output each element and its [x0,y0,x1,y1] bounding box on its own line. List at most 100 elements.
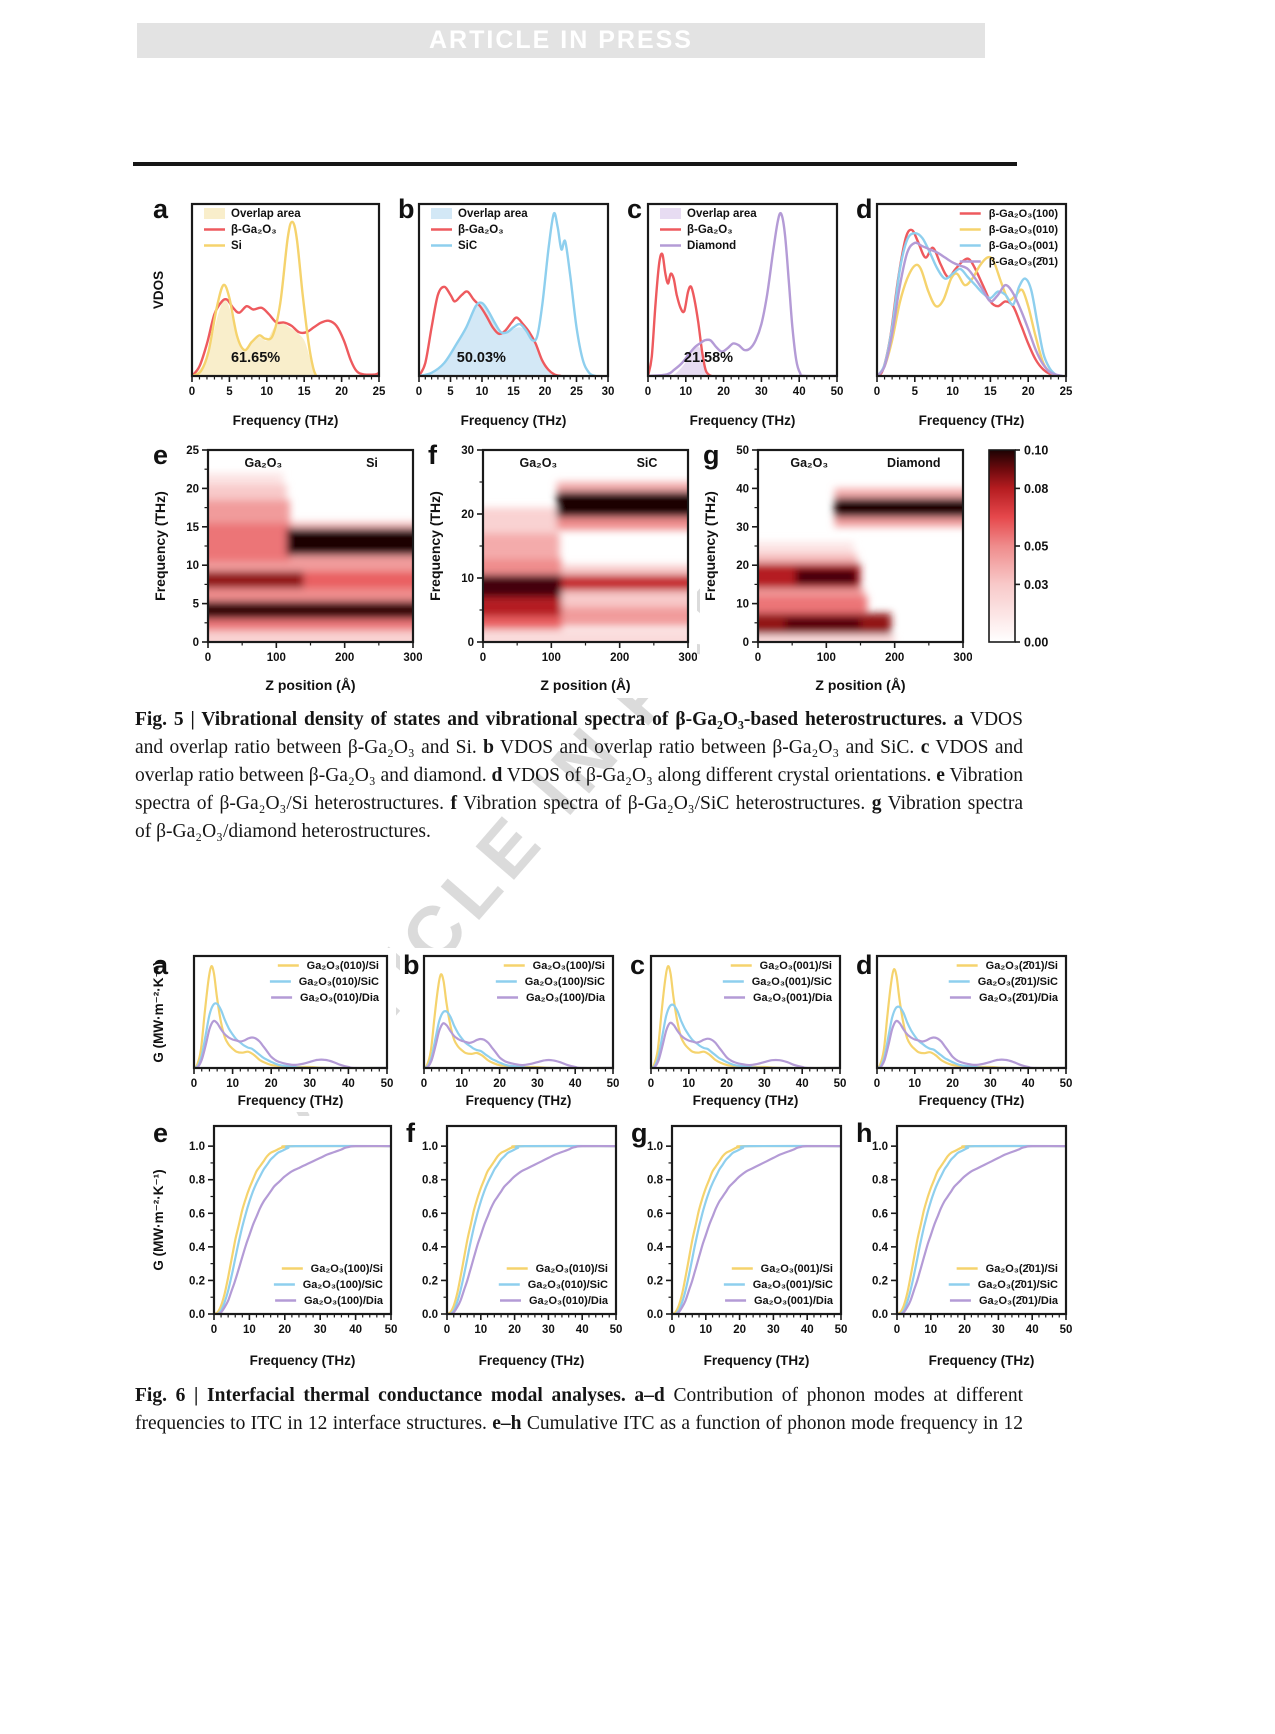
series-line-SiC [420,211,597,375]
fig6-panel-f-cumulative-010-chart: 0 10 20 30 40 50 0.0 0.2 0.4 0.6 0.8 1.0 Frequency (… [403,1116,625,1372]
series-line-SiC [425,1009,613,1067]
plot-frame [212,1124,393,1316]
x-tick-label: 40 [576,1324,589,1336]
panel-letter: c [630,950,645,980]
heat-band [561,590,688,607]
region-label: Si [366,456,378,470]
series-fill-overlap [193,299,315,375]
y-tick-label: 0.2 [872,1275,888,1287]
series-line-Dia [898,1144,1065,1313]
x-axis-ticks: 0 10 20 30 40 50 [191,1068,393,1090]
x-tick-label: 5 [447,386,454,398]
x-axis-ticks: 0 100 200 300 [205,642,422,664]
y-tick-label: 50 [736,445,749,457]
x-axis-label: Z position (Å) [265,677,355,693]
y-axis-ticks: 0 10 20 30 40 50 [736,445,758,649]
heat-band [208,522,294,562]
series-line-Dia [651,1021,839,1067]
fig5-panel-g-spectra-diamond-heatmap: 0 100 200 300 0 10 20 30 40 50 Z position (Å) Frequ… [700,436,972,698]
heat-band [556,517,688,530]
legend-label: Ga₂O₃(100)/SiC [525,976,605,988]
legend-label: Ga₂O₃(2̄01)/Dia [979,1295,1059,1307]
x-tick-label: 10 [699,1324,712,1336]
x-tick-label: 0 [191,1078,197,1090]
legend-label: β-Ga₂O₃(001) [989,240,1059,252]
x-axis-ticks: 0 10 20 30 40 50 [894,1314,1072,1336]
y-axis-ticks: 0.0 0.2 0.4 0.6 0.8 1.0 [189,1141,214,1321]
x-tick-label: 20 [335,386,348,398]
caption-segment: f [450,792,457,814]
heat-band [483,616,562,630]
series-line-Ga2O3(100) [878,228,1060,375]
legend-label: Overlap area [687,208,757,220]
y-tick-label: 1.0 [189,1141,205,1153]
x-tick-label: 10 [456,1078,469,1090]
x-axis-label: Frequency (THz) [692,1093,798,1108]
y-tick-label: 20 [736,560,749,572]
x-tick-label: 0 [416,386,422,398]
x-axis-label: Z position (Å) [815,677,905,693]
heat-band [758,553,858,564]
plot-area [877,968,1065,1067]
series-line-Dia [448,1144,615,1313]
x-tick-label: 0 [755,652,761,664]
series-fill-overlap [424,302,555,375]
plot-frame [875,202,1068,378]
fig6-panel-b-modal-100-chart: 0 10 20 30 40 50 Frequency (THz) b Ga₂O₃(100)/Si… [400,948,623,1112]
panel-letter: c [627,194,642,224]
fig6-cumulative-row: 0 10 20 30 40 50 0.0 0.2 0.4 0.6 0.8 1.0 Frequency (… [150,1116,1075,1372]
x-tick-label: 50 [1060,1078,1073,1090]
x-tick-label: 10 [476,386,489,398]
legend: Overlap area β-Ga₂O₃ SiC [431,208,528,252]
y-tick-label: 10 [186,560,199,572]
plot-area [425,973,613,1067]
plot-area [878,228,1063,375]
legend-label: Ga₂O₃(2̄01)/Si [986,960,1058,972]
heat-band [208,499,290,523]
series-line-Dia [877,1019,1065,1067]
heat-band [834,488,963,498]
x-axis-label: Frequency (THz) [929,1353,1035,1368]
fig5-panel-f-spectra-sic-heatmap: 0 100 200 300 0 10 20 30 Z position (Å) Frequency… [425,436,697,698]
series-line-Dia [195,1019,386,1067]
legend-label: Ga₂O₃(001)/SiC [751,976,831,988]
colorbar-tick-label: 0.05 [1024,540,1048,554]
x-tick-label: 0 [205,652,211,664]
plot-area [448,1144,615,1313]
plot-area [420,211,597,375]
x-tick-label: 20 [958,1324,971,1336]
caption-segment: VDOS and overlap ratio between β-Ga₂O₃ a… [135,709,1023,758]
x-tick-label: 40 [1026,1324,1039,1336]
x-tick-label: 15 [507,386,520,398]
x-axis-label: Frequency (THz) [704,1353,810,1368]
fig5-panel-c-vdos-diamond-chart: 0 10 20 30 40 50 Frequency (THz) 21.58% c Overlap… [624,192,846,432]
x-tick-label: 100 [817,652,836,664]
x-tick-label: 30 [303,1078,316,1090]
series-line-SiC [217,1144,390,1313]
plot-frame [649,954,841,1070]
y-tick-label: 0.2 [647,1275,663,1287]
panel-letter: b [398,194,415,224]
heat-band [483,533,560,559]
fig6-panel-g-cumulative-001-chart: 0 10 20 30 40 50 0.0 0.2 0.4 0.6 0.8 1.0 Frequency (… [628,1116,850,1372]
heat-band [834,517,963,527]
caption-segment: Fig. 5 | Vibrational density of states a… [135,709,954,730]
y-tick-label: 0.2 [422,1275,438,1287]
x-tick-label: 0 [647,1078,653,1090]
caption-segment: Cumulative ITC as a function of phonon m… [521,1412,1024,1434]
x-tick-label: 300 [953,652,972,664]
panel-letter: f [406,1118,416,1148]
y-tick-label: 0.8 [872,1175,889,1187]
legend: Ga₂O₃(001)/Si Ga₂O₃(001)/SiC Ga₂O₃(001)/Di… [722,960,833,1004]
y-tick-label: 10 [736,599,749,611]
region-label: Ga₂O₃ [790,456,828,470]
heat-band [561,565,688,575]
legend-fill-swatch [431,208,452,219]
heat-band [208,473,284,485]
legend-label: β-Ga₂O₃(2̄01) [989,256,1059,268]
x-tick-label: 10 [243,1324,256,1336]
x-tick-label: 40 [795,1078,808,1090]
legend-label: Ga₂O₃(010)/SiC [299,976,379,988]
x-tick-label: 50 [610,1324,623,1336]
